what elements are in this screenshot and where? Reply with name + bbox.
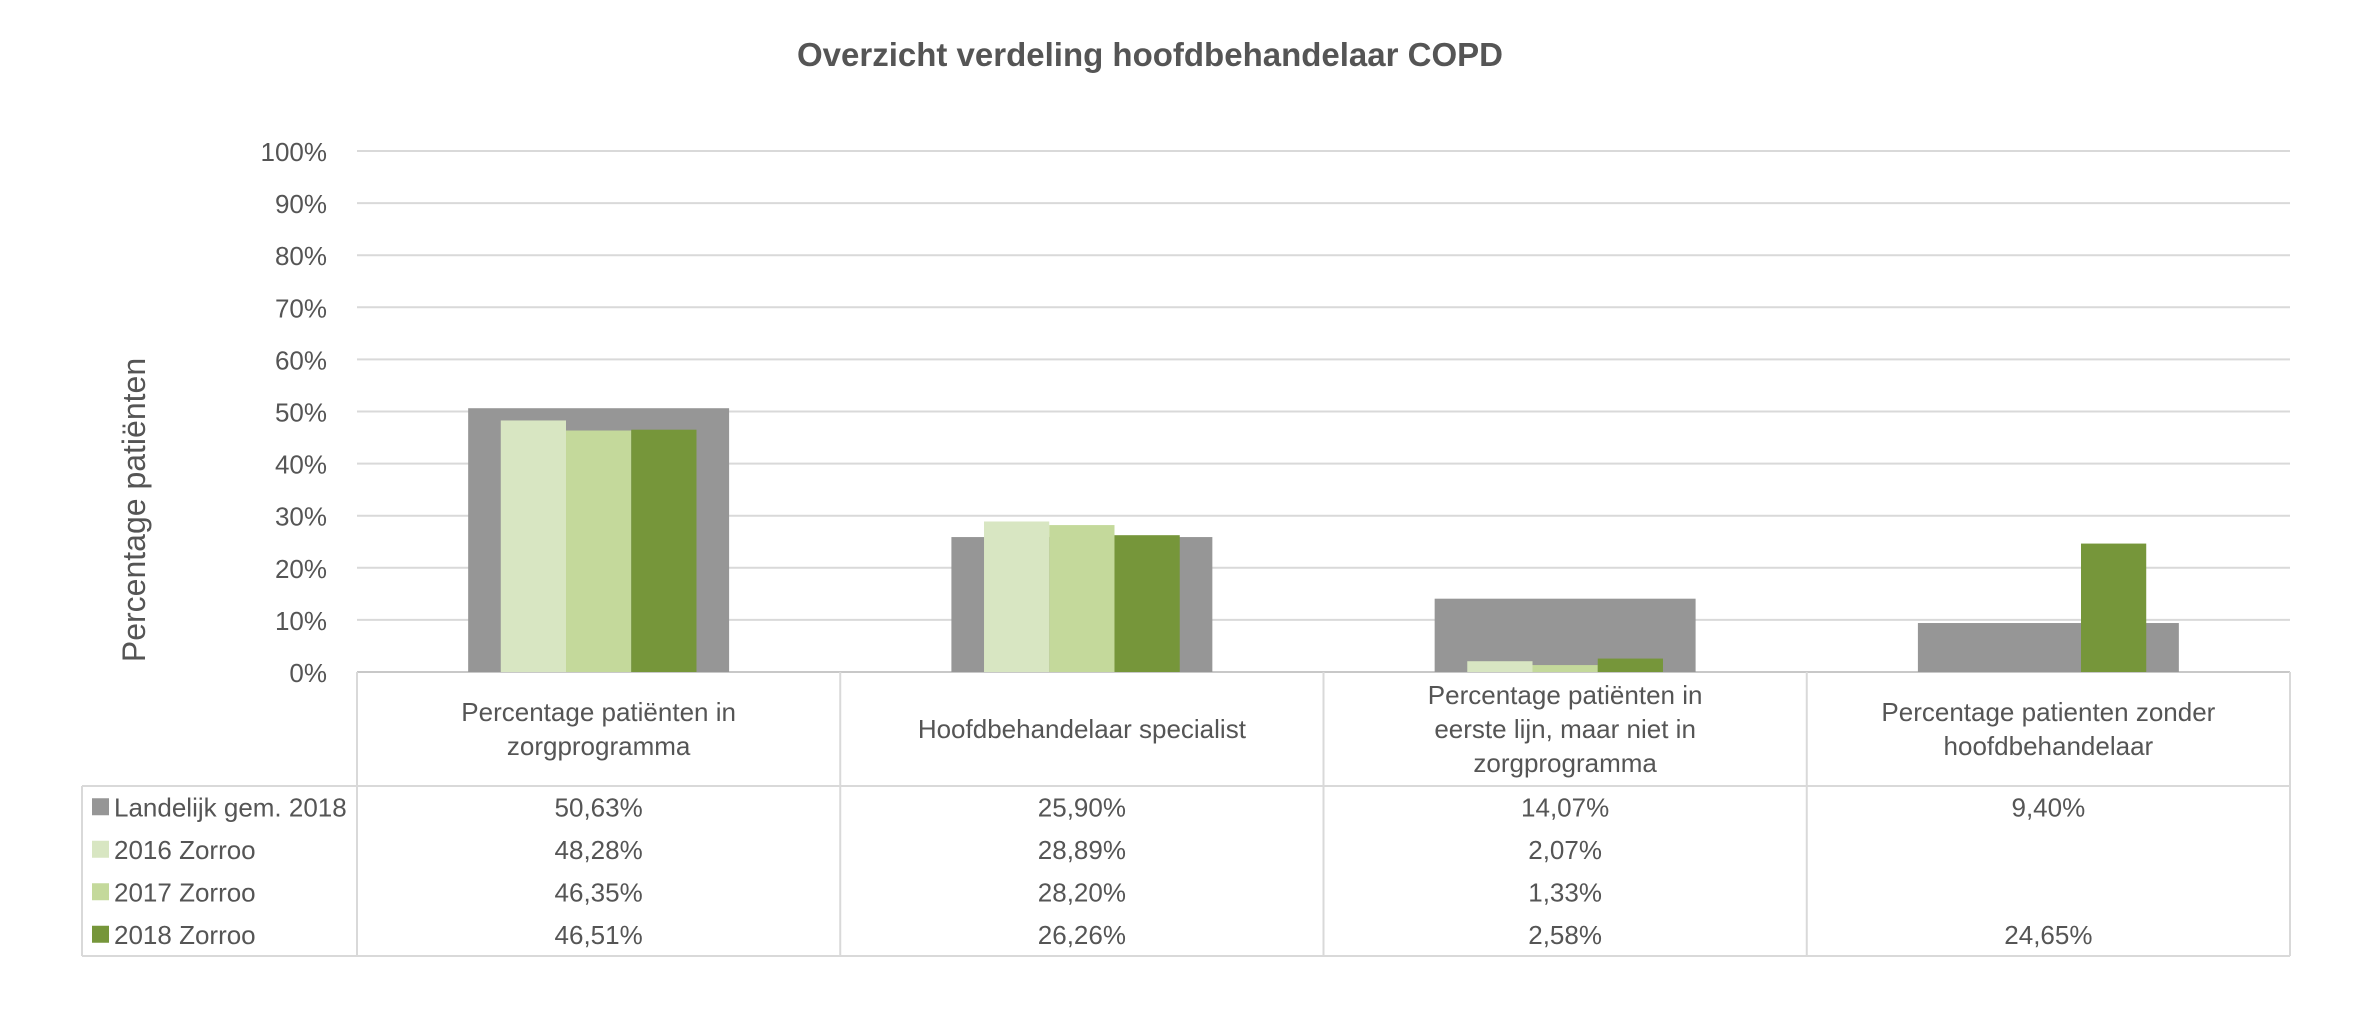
legend-swatch (92, 883, 109, 901)
bar-2016-zorroo (500, 420, 567, 672)
y-tick-label: 10% (275, 606, 327, 636)
legend-label: Landelijk gem. 2018 (114, 792, 347, 822)
table-cell-value: 48,28% (555, 835, 643, 865)
table-cell-value: 1,33% (1528, 877, 1602, 907)
y-tick-label: 100% (261, 137, 328, 167)
table-cell-value: 26,26% (1038, 920, 1126, 950)
y-tick-label: 50% (275, 398, 327, 428)
table-cell-value: 25,90% (1038, 792, 1126, 822)
category-label: Percentage patiënten in eerste lijn, maar… (1428, 680, 1703, 778)
table-cell-value: 24,65% (2004, 920, 2092, 950)
bar-2018-zorroo (1597, 658, 1663, 672)
bar-2016-zorroo (984, 521, 1050, 672)
category-label: Percentage patienten zonder hoofdbehandel… (1881, 697, 2215, 761)
y-tick-label: 80% (275, 241, 327, 271)
table-cell-value: 2,58% (1528, 920, 1602, 950)
table-cell-value: 2,07% (1528, 835, 1602, 865)
table-cell-value: 50,63% (555, 792, 643, 822)
legend-swatch (92, 798, 109, 816)
legend-label: 2016 Zorroo (114, 835, 256, 865)
bars (468, 408, 2179, 672)
table-cell-value: 46,35% (555, 877, 643, 907)
legend-label: 2017 Zorroo (114, 877, 256, 907)
bar-2017-zorroo (566, 430, 632, 672)
y-axis-label: Percentage patiënten (116, 358, 152, 662)
legend-swatch (92, 840, 109, 858)
table-cell-value: 46,51% (555, 920, 643, 950)
y-tick-labels: 0% 10% 20% 30% 40% 50% 60% 70% 80% 90% 100% (261, 137, 328, 688)
bar-2018-zorroo (2080, 543, 2147, 672)
table-cell-value: 28,89% (1038, 835, 1126, 865)
bar-2017-zorroo (1532, 665, 1598, 672)
y-tick-label: 0% (289, 658, 327, 688)
chart-title: Overzicht verdeling hoofdbehandelaar COP… (797, 36, 1503, 73)
y-tick-label: 40% (275, 450, 327, 480)
legend-label: 2018 Zorroo (114, 920, 256, 950)
category-label: Percentage patiënten in zorgprogramma (461, 697, 736, 761)
y-tick-label: 30% (275, 502, 327, 532)
bar-2016-zorroo (1467, 661, 1533, 672)
table-cell-value: 14,07% (1521, 792, 1609, 822)
category-label: Hoofdbehandelaar specialist (918, 714, 1247, 744)
y-tick-label: 60% (275, 345, 327, 375)
y-tick-label: 70% (275, 293, 327, 323)
y-tick-label: 20% (275, 554, 327, 584)
table-cell-value: 9,40% (2012, 792, 2086, 822)
data-table: Percentage patiënten in zorgprogramma Hoof… (81, 672, 2291, 957)
y-tick-label: 90% (275, 189, 327, 219)
table-cell-value: 28,20% (1038, 877, 1126, 907)
bar-2018-zorroo (1114, 535, 1180, 672)
legend-swatch (92, 925, 109, 943)
bar-2017-zorroo (1049, 525, 1115, 672)
bar-2018-zorroo (631, 429, 697, 672)
